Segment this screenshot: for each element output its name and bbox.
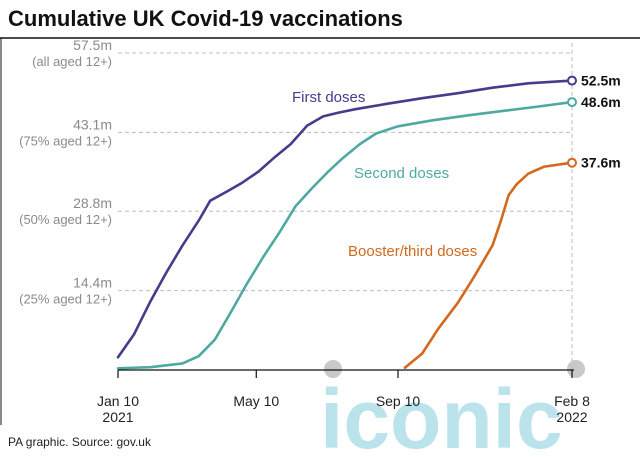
y-tick-label: 14.4m	[73, 275, 112, 291]
y-tick-sublabel: (50% aged 12+)	[19, 212, 112, 227]
y-tick-sublabel: (25% aged 12+)	[19, 292, 112, 307]
watermark-dot-left	[324, 360, 342, 378]
first-doses-end-value: 52.5m	[581, 73, 621, 89]
y-tick-sublabel: (all aged 12+)	[32, 54, 112, 69]
chart-title: Cumulative UK Covid-19 vaccinations	[8, 6, 403, 31]
second-doses-label: Second doses	[354, 165, 449, 182]
first-doses-line	[116, 79, 574, 359]
watermark-dot-right	[567, 360, 585, 378]
watermark-text: iconic	[320, 372, 563, 457]
x-tick-year: 2022	[556, 409, 587, 425]
booster-doses-end-marker	[567, 157, 577, 168]
second-doses-end-value: 48.6m	[581, 94, 621, 110]
booster-doses-label: Booster/third doses	[348, 243, 477, 260]
y-tick-label: 43.1m	[73, 116, 112, 132]
watermark: iconic	[320, 360, 585, 457]
first-doses-label: First doses	[292, 89, 365, 106]
second-doses-line	[116, 100, 574, 370]
x-tick-year: 2021	[102, 409, 133, 425]
booster-doses-end-value: 37.6m	[581, 155, 621, 171]
y-tick-sublabel: (75% aged 12+)	[19, 133, 112, 148]
x-tick-label: Feb 8	[554, 393, 590, 409]
y-tick-label: 28.8m	[73, 195, 112, 211]
source-note: PA graphic. Source: gov.uk	[8, 435, 152, 449]
gridlines	[118, 43, 573, 370]
x-tick-label: May 10	[233, 393, 279, 409]
x-tick-label: Jan 10	[97, 393, 139, 409]
second-doses-end-marker	[567, 97, 577, 108]
first-doses-end-marker	[567, 75, 577, 86]
y-axis-ticks: 14.4m(25% aged 12+) 28.8m(50% aged 12+) 43…	[19, 37, 112, 307]
series-lines	[116, 75, 577, 370]
x-tick-label: Sep 10	[376, 393, 421, 409]
booster-doses-line	[403, 161, 574, 370]
y-tick-label: 57.5m	[73, 37, 112, 53]
series-labels: 52.5m 48.6m 37.6m First doses Second doses Bo…	[292, 73, 621, 260]
